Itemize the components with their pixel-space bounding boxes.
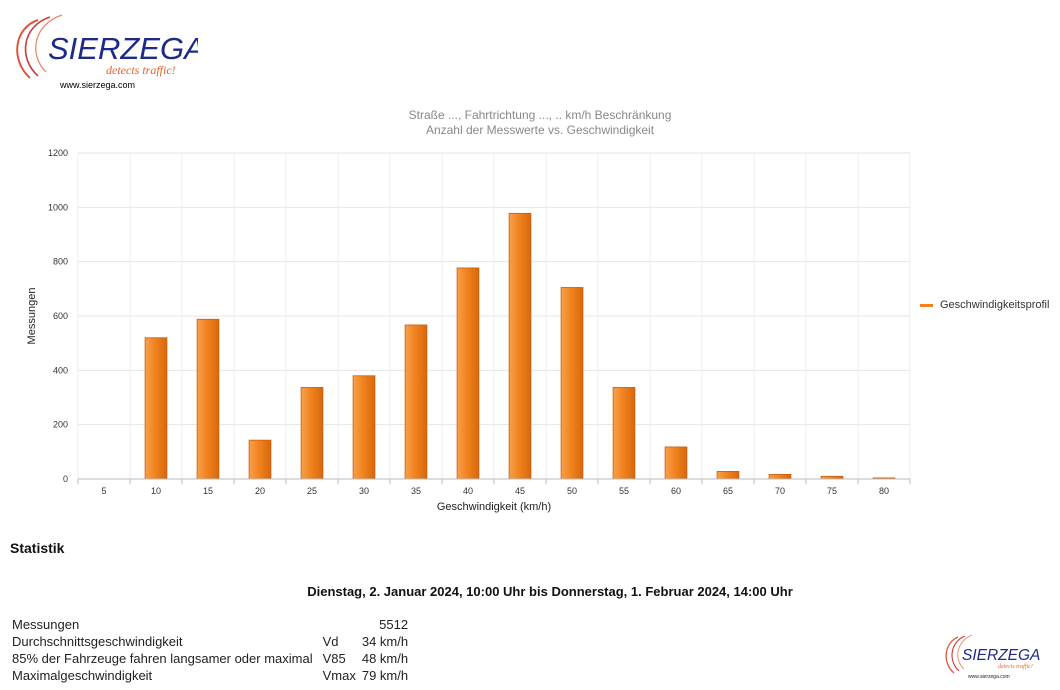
- y-tick-label: 600: [53, 311, 68, 321]
- chart-title: Straße ..., Fahrtrichtung ..., .. km/h B…: [408, 108, 672, 122]
- logo-small-tagline: detects traffic!: [998, 663, 1033, 670]
- x-tick-label: 30: [359, 486, 369, 496]
- legend-swatch: [920, 303, 933, 307]
- table-row: Messungen 5512: [10, 616, 412, 633]
- table-row: 85% der Fahrzeuge fahren langsamer oder …: [10, 650, 412, 667]
- bar-25[interactable]: [300, 387, 324, 480]
- bar-50[interactable]: [560, 287, 584, 480]
- sierzega-logo-small: SIERZEGA detects traffic!: [945, 634, 1040, 674]
- stat-symbol: Vd: [322, 634, 339, 649]
- stat-symbol: Vmax: [322, 668, 356, 683]
- y-tick-label: 200: [53, 420, 68, 430]
- bar-10[interactable]: [144, 337, 168, 480]
- stat-value: 5512: [379, 617, 409, 632]
- legend-label: Geschwindigkeitsprofil: [940, 299, 1050, 311]
- stat-value: 34 km/h: [361, 634, 409, 649]
- x-tick-label: 20: [255, 486, 265, 496]
- y-axis-label: Messungen: [26, 288, 38, 345]
- bar-chart: 0 200 400 600 800 1000 1200 5 10 15 20 25 30 35 40 45 50…: [26, 148, 911, 513]
- stat-label: Messungen: [12, 617, 80, 632]
- x-tick-label: 15: [203, 486, 213, 496]
- x-tick-label: 55: [619, 486, 629, 496]
- table-row: Maximalgeschwindigkeit Vmax 79 km/h: [10, 667, 412, 684]
- chart-subtitle: Anzahl der Messwerte vs. Geschwindigkeit: [425, 123, 655, 137]
- bar-35[interactable]: [404, 324, 428, 480]
- x-tick-label: 60: [671, 486, 681, 496]
- bar-60[interactable]: [664, 446, 688, 480]
- logo-tagline: detects traffic!: [106, 63, 176, 77]
- stat-symbol: V85: [322, 651, 346, 666]
- x-axis-label: Geschwindigkeit (km/h): [437, 501, 551, 513]
- logo-text: SIERZEGA: [48, 31, 198, 66]
- y-tick-label: 0: [63, 474, 68, 484]
- x-tick-label: 65: [723, 486, 733, 496]
- x-tick-label: 25: [307, 486, 317, 496]
- bar-45[interactable]: [508, 212, 532, 480]
- stat-label: 85% der Fahrzeuge fahren langsamer oder …: [12, 651, 313, 666]
- x-tick-label: 10: [151, 486, 161, 496]
- sierzega-logo: SIERZEGA detects traffic!: [16, 14, 198, 79]
- logo-small-text: SIERZEGA: [962, 647, 1040, 664]
- statistics-table: Messungen 5512 Durchschnittsgeschwindigk…: [10, 616, 412, 684]
- stat-value: 79 km/h: [361, 668, 409, 683]
- bar-65[interactable]: [716, 470, 740, 480]
- measurement-period: Dienstag, 2. Januar 2024, 10:00 Uhr bis …: [307, 584, 793, 599]
- statistics-heading: Statistik: [10, 540, 65, 556]
- y-tick-label: 1200: [48, 148, 68, 158]
- x-tick-label: 45: [515, 486, 525, 496]
- x-tick-label: 50: [567, 486, 577, 496]
- stat-label: Maximalgeschwindigkeit: [12, 668, 153, 683]
- stat-symbol: [317, 616, 360, 633]
- bar-70[interactable]: [768, 473, 792, 480]
- bar-55[interactable]: [612, 387, 636, 480]
- bar-30[interactable]: [352, 375, 376, 480]
- bar-40[interactable]: [456, 267, 480, 480]
- stat-value: 48 km/h: [361, 651, 409, 666]
- logo-small-url: www.sierzega.com: [968, 674, 1010, 680]
- y-tick-label: 400: [53, 365, 68, 375]
- x-tick-label: 80: [879, 486, 889, 496]
- y-tick-label: 800: [53, 257, 68, 267]
- bar-20[interactable]: [248, 439, 272, 480]
- x-tick-label: 40: [463, 486, 473, 496]
- x-tick-label: 5: [101, 486, 106, 496]
- logo-url: www.sierzega.com: [60, 80, 136, 90]
- x-tick-label: 70: [775, 486, 785, 496]
- bar-15[interactable]: [196, 318, 220, 480]
- chart-legend[interactable]: Geschwindigkeitsprofil: [920, 299, 1049, 311]
- y-tick-label: 1000: [48, 202, 68, 212]
- x-tick-label: 75: [827, 486, 837, 496]
- stat-label: Durchschnittsgeschwindigkeit: [12, 634, 183, 649]
- x-tick-label: 35: [411, 486, 421, 496]
- table-row: Durchschnittsgeschwindigkeit Vd 34 km/h: [10, 633, 412, 650]
